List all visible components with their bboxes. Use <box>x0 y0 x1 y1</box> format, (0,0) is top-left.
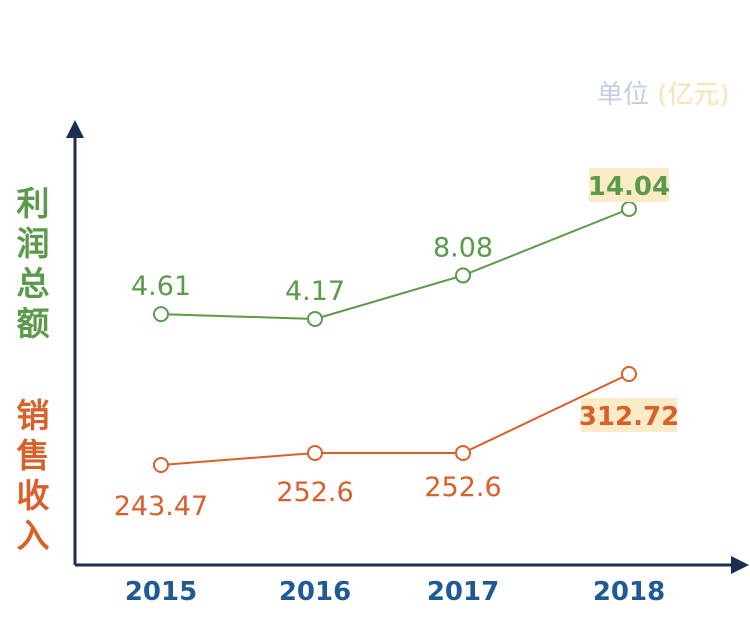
profit-data-label: 4.61 <box>131 271 191 302</box>
x-tick-label: 2015 <box>125 577 197 607</box>
profit-highlight-bg <box>589 168 669 202</box>
profit-data-point <box>621 201 637 217</box>
unit-label-prefix: 单位 <box>597 80 650 110</box>
x-axis-arrow <box>731 556 749 574</box>
profit-series-title: 利 润 总 额 <box>13 184 53 344</box>
sales-data-label: 243.47 <box>114 491 208 522</box>
profit-series-line <box>160 208 630 321</box>
sales-series-title: 销 售 收 入 <box>13 396 53 556</box>
unit-label: 单位 (亿元) <box>597 74 730 111</box>
profit-title-char: 额 <box>16 304 50 343</box>
x-tick-label: 2017 <box>427 577 499 607</box>
sales-title-char: 入 <box>16 516 50 555</box>
sales-data-label: 252.6 <box>276 477 353 508</box>
sales-series-line <box>160 373 630 466</box>
sales-data-point <box>307 445 323 462</box>
profit-data-label: 8.08 <box>433 232 493 263</box>
sales-title-char: 销 <box>16 396 50 435</box>
unit-label-suffix: (亿元) <box>657 80 730 110</box>
sales-data-point <box>153 457 169 473</box>
x-tick-label: 2018 <box>593 577 665 607</box>
profit-data-label: 4.17 <box>285 276 345 307</box>
sales-data-point <box>621 366 637 382</box>
x-tick-label: 2016 <box>279 577 351 607</box>
sales-data-point <box>455 445 471 462</box>
y-axis-arrow <box>66 120 84 138</box>
profit-title-char: 利 <box>16 184 50 223</box>
sales-title-char: 售 <box>16 436 50 475</box>
profit-data-point <box>307 311 323 327</box>
sales-title-char: 收 <box>16 476 50 515</box>
sales-highlight-bg <box>581 398 677 432</box>
profit-title-char: 润 <box>16 224 50 263</box>
profit-data-point <box>153 306 169 323</box>
profit-data-point <box>455 267 471 284</box>
profit-data-label: 14.04 <box>588 172 670 202</box>
sales-data-label: 312.72 <box>579 402 679 432</box>
sales-data-label: 252.6 <box>424 472 501 503</box>
profit-title-char: 总 <box>16 264 50 303</box>
